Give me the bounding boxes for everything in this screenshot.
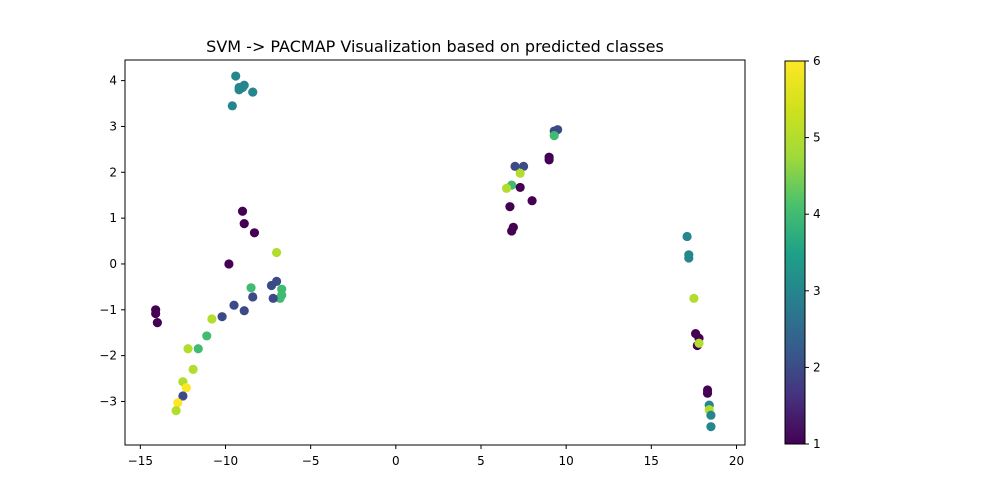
scatter-point [171,406,181,416]
scatter-point [501,183,512,193]
scatter-point [505,202,515,212]
colorbar-tick-label: 6 [813,54,821,68]
scatter-points [151,71,716,432]
scatter-point [266,280,277,291]
scatter-point [229,300,239,310]
scatter-point [207,314,217,324]
scatter-point [507,226,517,236]
y-tick-label: −1 [99,303,117,317]
colorbar: 1 2 3 4 5 6 [784,54,821,451]
scatter-point [178,391,188,401]
scatter-point [183,344,193,354]
scatter-point [227,101,237,111]
axes-frame [124,59,746,446]
scatter-point [248,87,258,97]
scatter-point [173,398,183,408]
colorbar-tick-label: 1 [813,437,821,451]
scatter-point [181,383,191,393]
colorbar-tick-label: 4 [813,207,821,221]
colorbar-tick-label: 3 [813,284,821,298]
scatter-point [689,293,699,303]
chart-title: SVM -> PACMAP Visualization based on pre… [206,37,664,56]
scatter-point [275,293,285,303]
scatter-point [234,85,244,95]
x-tick-label: 10 [559,454,574,468]
x-tick-label: −10 [213,454,238,468]
scatter-point [151,308,161,319]
scatter-point [515,182,525,193]
scatter-point [237,206,248,216]
scatter-point [706,410,716,420]
scatter-point [231,71,241,81]
y-tick-label: 2 [109,165,117,179]
y-tick-label: 1 [109,211,117,225]
scatter-point [217,312,227,322]
scatter-point [268,293,278,303]
scatter-point [246,283,256,293]
scatter-point [239,219,249,229]
x-tick-label: 0 [392,454,400,468]
x-tick-label: −15 [128,454,153,468]
y-tick-label: −3 [99,394,117,408]
scatter-point [527,196,537,206]
scatter-point [152,318,162,328]
scatter-point [544,155,554,165]
colorbar-tick-label: 5 [813,131,821,145]
x-axis: −15 −10 −5 0 5 10 15 20 [128,445,744,468]
scatter-point [193,344,203,354]
scatter-point [706,422,716,432]
y-tick-label: −2 [99,349,117,363]
scatter-point [510,161,520,171]
scatter-point [248,292,258,302]
scatter-point [702,388,713,398]
y-tick-label: 0 [109,257,117,271]
scatter-point [224,259,234,269]
x-tick-label: −5 [302,454,320,468]
scatter-point [249,228,260,238]
x-tick-label: 5 [477,454,485,468]
x-tick-label: 20 [729,454,744,468]
scatter-point [202,331,212,341]
scatter-point [271,247,282,258]
scatter-point [515,168,525,178]
colorbar-ticks: 1 2 3 4 5 6 [805,54,821,451]
scatter-point [694,338,704,348]
scatter-point [518,161,529,171]
colorbar-gradient [784,60,806,445]
scatter-point [239,306,249,316]
scatter-point [682,231,692,242]
scatter-point [549,131,559,141]
scatter-point [188,364,198,374]
y-axis: −3 −2 −1 0 1 2 3 4 [99,74,125,408]
x-tick-label: 15 [644,454,659,468]
y-tick-label: 4 [109,74,117,88]
colorbar-tick-label: 2 [813,360,821,374]
y-tick-label: 3 [109,119,117,133]
scatter-point [684,253,694,263]
